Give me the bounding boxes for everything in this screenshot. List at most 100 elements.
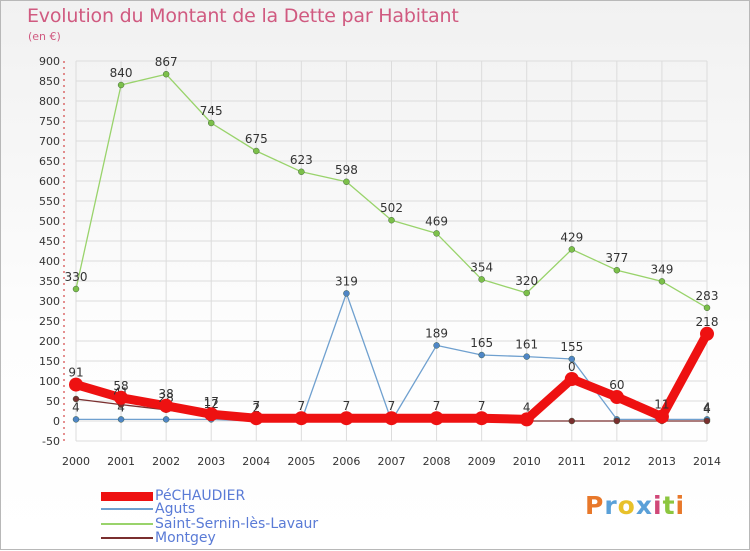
data-point xyxy=(523,289,530,297)
data-point xyxy=(564,372,579,386)
legend-label-aguts: Aguts xyxy=(155,501,196,517)
data-point xyxy=(343,290,350,297)
x-tick-label: 2002 xyxy=(152,455,180,468)
x-tick-label: 2000 xyxy=(62,455,90,468)
x-tick-label: 2005 xyxy=(287,455,315,468)
y-tick-label: 800 xyxy=(39,95,60,108)
y-tick-label: 700 xyxy=(39,135,60,148)
data-point xyxy=(343,178,350,186)
data-point xyxy=(523,353,530,360)
data-label: 38 xyxy=(159,387,174,401)
x-tick-label: 2004 xyxy=(242,455,270,468)
data-point xyxy=(298,168,305,176)
data-point xyxy=(162,70,170,78)
data-label: 4 xyxy=(703,402,711,416)
data-point xyxy=(700,326,714,341)
data-point xyxy=(654,409,669,424)
legend-item-montgey: Montgey xyxy=(101,530,216,546)
data-point xyxy=(388,216,395,224)
data-point xyxy=(703,304,711,311)
data-point xyxy=(613,267,621,274)
data-label: 349 xyxy=(650,262,673,276)
data-label: 330 xyxy=(65,270,88,284)
legend-swatch-saint-sernin xyxy=(101,523,153,525)
data-point xyxy=(568,355,575,363)
data-point xyxy=(433,342,440,349)
data-point xyxy=(294,411,309,426)
logo-letter: o xyxy=(617,491,636,520)
data-point xyxy=(72,416,80,423)
legend-swatch-montgey xyxy=(101,537,153,539)
data-label: 7 xyxy=(343,399,351,413)
data-point xyxy=(474,411,489,426)
data-point xyxy=(69,377,83,392)
x-tick-label: 2014 xyxy=(693,455,721,468)
y-tick-label: 650 xyxy=(39,155,60,168)
data-point xyxy=(117,81,125,89)
data-label: 4 xyxy=(523,400,531,414)
legend-swatch-pechaudier xyxy=(101,491,153,501)
logo-letter: i xyxy=(675,491,686,520)
data-point xyxy=(253,147,260,155)
legend-item-aguts: Aguts xyxy=(101,501,195,517)
y-tick-label: 550 xyxy=(39,195,60,208)
x-tick-label: 2006 xyxy=(332,455,360,468)
data-label: 12 xyxy=(204,397,219,411)
data-point xyxy=(117,416,125,423)
y-tick-label: 900 xyxy=(39,55,60,68)
data-label: 165 xyxy=(470,336,493,350)
data-label: 7 xyxy=(478,399,486,413)
data-label: 0 xyxy=(568,360,576,374)
y-tick-label: 50 xyxy=(46,395,60,408)
x-tick-label: 2013 xyxy=(648,455,676,468)
data-point xyxy=(568,417,575,425)
y-tick-label: 300 xyxy=(39,295,60,308)
data-label: 319 xyxy=(335,274,358,288)
legend-label-montgey: Montgey xyxy=(155,530,216,546)
proxiti-logo: Proxiti xyxy=(585,491,685,520)
x-tick-label: 2011 xyxy=(558,455,586,468)
x-tick-label: 2010 xyxy=(513,455,541,468)
data-label: 4 xyxy=(703,400,711,414)
data-label: 60 xyxy=(609,378,624,392)
legend-item-saint-sernin: Saint-Sernin-lès-Lavaur xyxy=(101,516,318,532)
data-point xyxy=(114,390,129,405)
logo-letter: t xyxy=(662,491,676,520)
x-tick-label: 2007 xyxy=(378,455,406,468)
logo-letter: x xyxy=(635,491,653,520)
y-tick-label: 450 xyxy=(39,235,60,248)
y-tick-label: 750 xyxy=(39,115,60,128)
data-label: 840 xyxy=(110,66,133,80)
legend-item-pechaudier: PéCHAUDIER xyxy=(101,488,245,504)
data-label: 320 xyxy=(515,274,538,288)
data-label: 354 xyxy=(470,260,493,274)
data-point xyxy=(162,416,170,423)
data-label: 11 xyxy=(654,398,669,412)
data-label: 7 xyxy=(388,399,396,413)
data-label: 7 xyxy=(433,399,441,413)
data-label: 161 xyxy=(515,338,538,352)
y-tick-label: 100 xyxy=(39,375,60,388)
x-tick-label: 2001 xyxy=(107,455,135,468)
data-label: 598 xyxy=(335,163,358,177)
data-point xyxy=(429,411,444,426)
y-tick-label: 150 xyxy=(39,355,60,368)
y-tick-label: 350 xyxy=(39,275,60,288)
data-label: 377 xyxy=(605,251,628,265)
y-tick-label: 500 xyxy=(39,215,60,228)
data-point xyxy=(433,230,440,237)
data-point xyxy=(159,398,174,413)
data-label: 17 xyxy=(204,395,219,409)
data-label: 675 xyxy=(245,132,268,146)
data-point xyxy=(208,119,215,127)
data-label: 283 xyxy=(696,289,719,303)
data-point xyxy=(613,417,621,425)
x-tick-label: 2012 xyxy=(603,455,631,468)
legend-label-saint-sernin: Saint-Sernin-lès-Lavaur xyxy=(155,516,319,532)
logo-letter: i xyxy=(653,491,663,520)
y-tick-label: 850 xyxy=(39,75,60,88)
logo-letter: r xyxy=(604,491,618,520)
x-tick-label: 2009 xyxy=(468,455,496,468)
data-point xyxy=(568,246,575,253)
